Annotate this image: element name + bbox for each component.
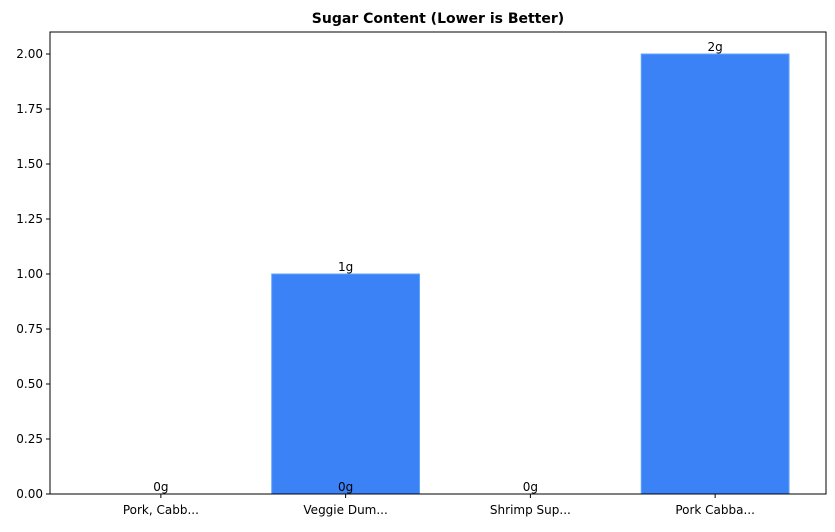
y-tick-label: 1.75 [16, 102, 43, 116]
y-tick-label: 2.00 [16, 47, 43, 61]
y-tick-label: 1.50 [16, 157, 43, 171]
y-tick-label: 0.50 [16, 377, 43, 391]
data-label: 0g [153, 480, 168, 494]
x-tick-label: Pork, Cabb... [123, 503, 199, 517]
x-tick-label: Shrimp Sup... [490, 503, 571, 517]
data-label: 1g [338, 260, 353, 274]
chart-title: Sugar Content (Lower is Better) [312, 11, 564, 27]
x-tick-label: Veggie Dum... [303, 503, 387, 517]
y-tick-label: 1.25 [16, 212, 43, 226]
y-tick-label: 0.25 [16, 432, 43, 446]
y-tick-label: 1.00 [16, 267, 43, 281]
bar [271, 273, 421, 495]
data-label: 2g [708, 40, 723, 54]
bar [640, 53, 790, 495]
data-label: 0g [523, 480, 538, 494]
y-tick-label: 0.75 [16, 322, 43, 336]
data-label: 0g [338, 480, 353, 494]
plot-frame [49, 31, 827, 495]
y-tick-label: 0.00 [16, 487, 43, 501]
x-tick-label: Pork Cabba... [675, 503, 755, 517]
